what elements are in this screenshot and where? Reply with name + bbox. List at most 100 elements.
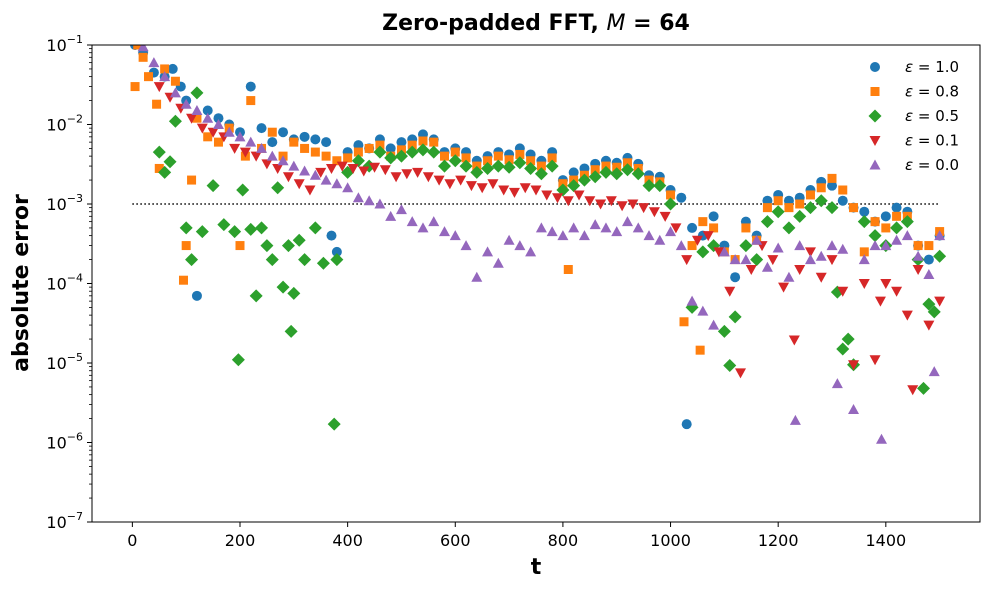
data-point [148,57,160,68]
data-point [163,155,177,169]
y-tick-label: 10−3 [46,192,83,214]
data-point [547,153,557,163]
data-point [913,241,923,251]
data-point [697,305,709,316]
data-point [461,153,471,163]
data-point [782,221,796,235]
data-point [859,206,870,217]
data-point [741,223,751,233]
data-point [515,149,525,159]
data-point [293,179,305,190]
data-point [281,239,295,253]
data-point [849,203,859,213]
data-point [492,257,504,268]
data-points-layer [130,45,947,444]
data-point [907,385,919,396]
data-point [891,234,903,245]
data-point [642,179,656,193]
legend-label: ε = 0.1 [905,132,959,150]
data-point [272,163,284,174]
data-point [266,150,278,161]
x-tick-label: 1000 [650,531,691,550]
data-point [187,175,197,185]
y-tick-label: 10−2 [46,113,83,135]
data-point [767,255,779,266]
data-point [805,190,815,200]
data-point [289,137,299,147]
data-point [202,112,214,123]
data-point [827,173,837,183]
data-point [891,202,902,213]
data-point [728,310,742,324]
data-point [778,282,790,293]
data-point [687,241,697,251]
data-point [803,201,817,215]
data-point [695,345,705,355]
data-point [448,154,462,168]
data-point [261,159,273,170]
data-point [788,335,800,346]
data-point [735,368,747,379]
data-point [584,196,596,207]
data-point [924,241,934,251]
data-point [621,216,633,227]
data-point [590,165,600,175]
data-point [605,196,617,207]
legend-item: ε = 1.0 [870,58,959,76]
data-point [825,201,839,215]
data-point [271,181,285,195]
data-point [546,226,558,237]
data-point [900,215,914,229]
data-point [870,217,880,227]
data-point [433,175,445,186]
data-point [681,255,693,266]
data-point [278,127,289,138]
data-point [203,132,213,142]
data-point [336,161,348,172]
data-point [848,404,860,415]
data-point [236,183,250,197]
data-point [638,203,650,214]
data-point [837,286,849,297]
x-tick-label: 0 [127,531,137,550]
data-point [923,320,935,331]
data-point [493,151,503,161]
data-point [229,143,241,154]
data-point [687,222,698,233]
data-point [130,82,140,92]
data-point [300,143,310,153]
data-point [631,167,645,181]
data-point [245,136,257,147]
chart-title-suffix: = 64 [625,11,689,36]
data-point [610,167,624,181]
data-point [471,271,483,282]
x-tick-label: 1400 [865,531,906,550]
data-point [179,221,193,235]
data-point [481,161,495,175]
y-axis-label: absolute error [9,194,34,372]
x-tick-label: 800 [548,531,579,550]
data-point [600,222,612,233]
data-point [138,52,148,62]
data-point [708,319,720,330]
legend-item: ε = 0.8 [870,83,959,101]
data-point [815,250,827,261]
legend-marker [870,87,880,96]
data-point [422,172,434,183]
data-point [316,256,330,270]
data-point [837,243,849,254]
data-point [288,160,300,171]
data-point [794,265,806,276]
data-point [292,233,306,247]
x-axis-ticks: 0 200 400 600 800 1000 1200 1400 [127,522,906,550]
data-point [874,296,886,307]
data-point [928,366,940,377]
data-point [795,199,805,209]
data-point [405,145,419,159]
data-point [235,241,245,251]
data-point [170,76,180,86]
data-point [498,185,510,196]
x-tick-label: 1200 [758,531,799,550]
data-point [327,417,341,431]
data-point [379,165,391,176]
